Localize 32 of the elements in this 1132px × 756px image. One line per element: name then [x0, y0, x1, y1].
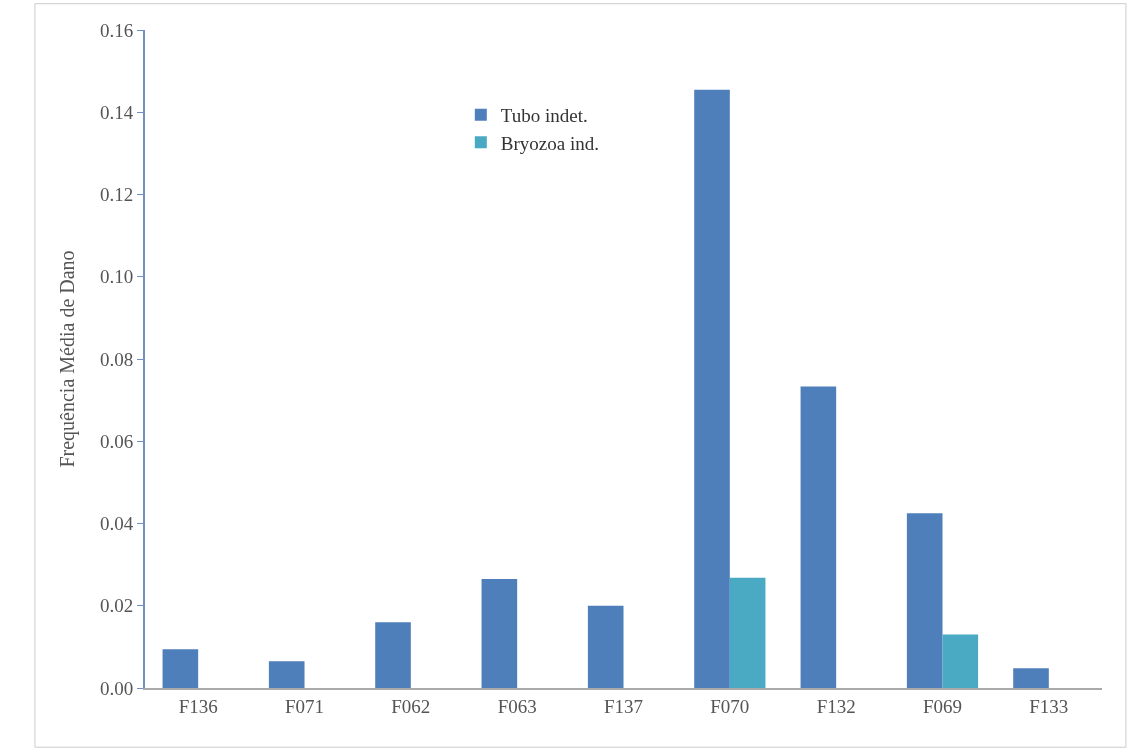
x-tick-label: F062 [391, 695, 431, 717]
x-tick-label: F136 [178, 695, 218, 717]
x-tick-label: F132 [816, 695, 856, 717]
bar [942, 634, 979, 688]
bar [729, 577, 766, 688]
x-tick-label: F133 [1029, 695, 1069, 717]
x-tick-label: F071 [284, 695, 325, 717]
bar [268, 661, 305, 688]
y-tick-label: 0.12 [99, 184, 134, 206]
bar [162, 649, 199, 688]
y-tick-label: 0.16 [99, 19, 134, 41]
bar [587, 605, 624, 688]
x-tick-label: F070 [710, 695, 750, 717]
y-tick-label: 0.00 [99, 677, 134, 699]
y-tick-label: 0.10 [99, 266, 134, 288]
y-tick-label: 0.04 [99, 513, 134, 535]
x-tick-label: F069 [922, 695, 963, 717]
legend-label: Bryozoa ind. [500, 132, 599, 154]
y-tick-label: 0.14 [99, 101, 134, 123]
y-tick-label: 0.08 [99, 348, 134, 370]
bar [800, 386, 837, 688]
bar [1013, 668, 1049, 688]
y-axis-title: Frequência Média de Dano [55, 250, 79, 468]
bar [481, 579, 518, 688]
bar [694, 89, 730, 688]
bar [375, 622, 411, 688]
y-tick-label: 0.02 [99, 595, 134, 617]
y-tick-label: 0.06 [99, 430, 134, 452]
x-tick-label: F137 [603, 695, 644, 717]
bar [906, 513, 943, 688]
legend-label: Tubo indet. [500, 105, 588, 127]
x-tick-label: F063 [497, 695, 537, 717]
